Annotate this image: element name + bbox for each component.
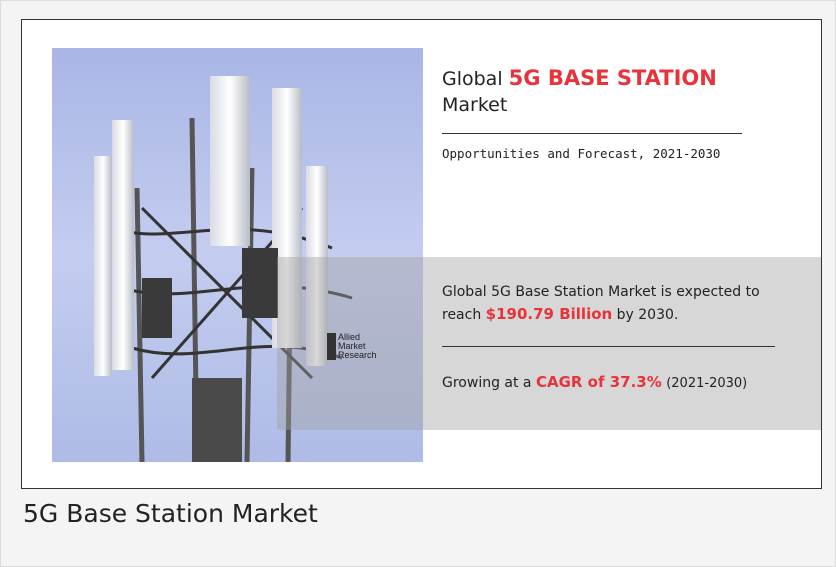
forecast-text: by 2030.	[617, 307, 679, 323]
logo-mark	[327, 333, 336, 360]
forecast-text: reach	[442, 307, 481, 323]
card: Allied Market Research Global 5G BASE ST…	[0, 0, 836, 567]
logo: Allied Market Research	[327, 333, 377, 360]
caption: 5G Base Station Market	[23, 499, 318, 528]
heading: Global 5G BASE STATION	[442, 66, 717, 90]
logo-line: Research	[338, 351, 377, 360]
growth-line: Growing at a CAGR of 37.3% (2021-2030)	[442, 373, 747, 391]
heading-suffix: Market	[442, 94, 507, 116]
heading-highlight: 5G BASE STATION	[509, 66, 717, 90]
forecast-value: $190.79 Billion	[486, 305, 613, 323]
growth-text: Growing at a	[442, 375, 532, 391]
subtitle: Opportunities and Forecast, 2021-2030	[442, 146, 720, 161]
infographic: Allied Market Research Global 5G BASE ST…	[21, 19, 822, 489]
heading-prefix: Global	[442, 68, 503, 90]
divider	[442, 133, 742, 134]
forecast-line-1: Global 5G Base Station Market is expecte…	[442, 284, 760, 300]
growth-text: (2021-2030)	[666, 376, 747, 391]
forecast-line-2: reach $190.79 Billion by 2030.	[442, 305, 678, 323]
divider	[442, 346, 775, 347]
growth-value: CAGR of 37.3%	[536, 373, 662, 391]
